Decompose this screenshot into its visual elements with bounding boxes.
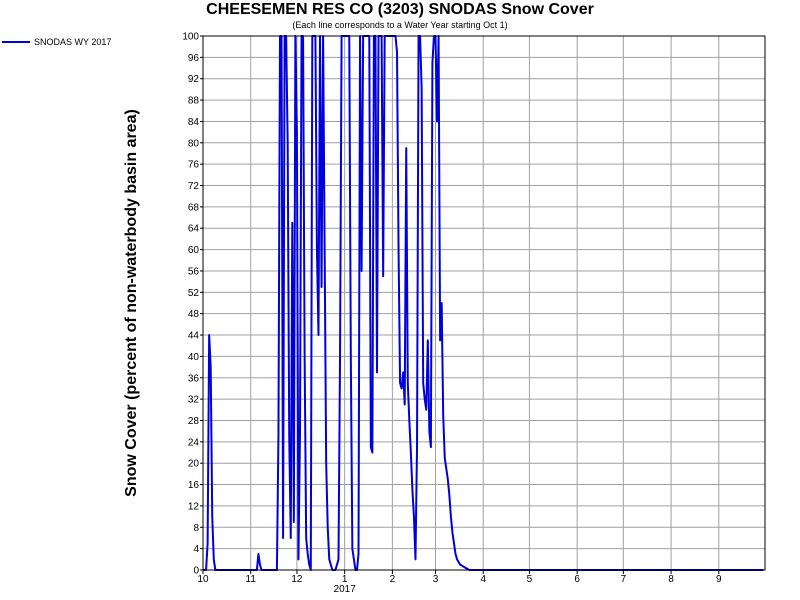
y-tick-label: 28 [188,416,200,427]
y-tick-label: 88 [188,96,200,107]
x-year-label: 2017 [334,584,357,595]
y-tick-label: 44 [188,331,200,342]
y-tick-label: 92 [188,74,200,85]
chart-title: CHEESEMEN RES CO (3203) SNODAS Snow Cove… [206,1,594,18]
x-tick-label: 11 [246,574,257,585]
x-tick-label: 9 [716,574,722,585]
y-tick-label: 36 [188,373,200,384]
y-tick-label: 48 [188,309,200,320]
x-tick-label: 1 [342,574,348,585]
y-tick-label: 16 [188,480,200,491]
legend-swatch [2,41,30,43]
x-tick-label: 7 [621,574,627,585]
y-tick-label: 64 [188,224,200,235]
y-tick-label: 68 [188,202,200,213]
y-tick-label: 12 [188,501,200,512]
y-axis: 0481216202428323640444852566064687276808… [182,32,203,577]
x-tick-label: 6 [574,574,580,585]
series-line [203,35,764,571]
series-layer [203,35,764,571]
chart-subtitle: (Each line corresponds to a Water Year s… [292,20,508,30]
y-tick-label: 60 [188,245,200,256]
y-tick-label: 76 [188,160,200,171]
y-tick-label: 96 [188,53,200,64]
plot-frame [202,35,766,571]
y-tick-label: 24 [188,437,200,448]
x-tick-label: 5 [527,574,533,585]
x-tick-label: 10 [197,574,209,585]
x-tick-label: 2 [390,574,396,585]
y-tick-label: 20 [188,459,200,470]
y-tick-label: 4 [193,544,199,555]
x-tick-label: 8 [668,574,674,585]
y-tick-label: 40 [188,352,200,363]
y-tick-label: 52 [188,288,200,299]
y-tick-label: 8 [193,523,199,534]
y-tick-label: 72 [188,181,200,192]
legend-label: SNODAS WY 2017 [34,37,112,47]
y-tick-label: 56 [188,266,200,277]
y-tick-label: 32 [188,395,200,406]
y-tick-label: 84 [188,117,200,128]
y-tick-label: 100 [182,32,199,43]
y-tick-label: 80 [188,138,200,149]
x-tick-label: 4 [480,574,486,585]
x-tick-label: 12 [291,574,303,585]
x-tick-label: 3 [433,574,439,585]
y-tick-label: 0 [193,566,199,577]
